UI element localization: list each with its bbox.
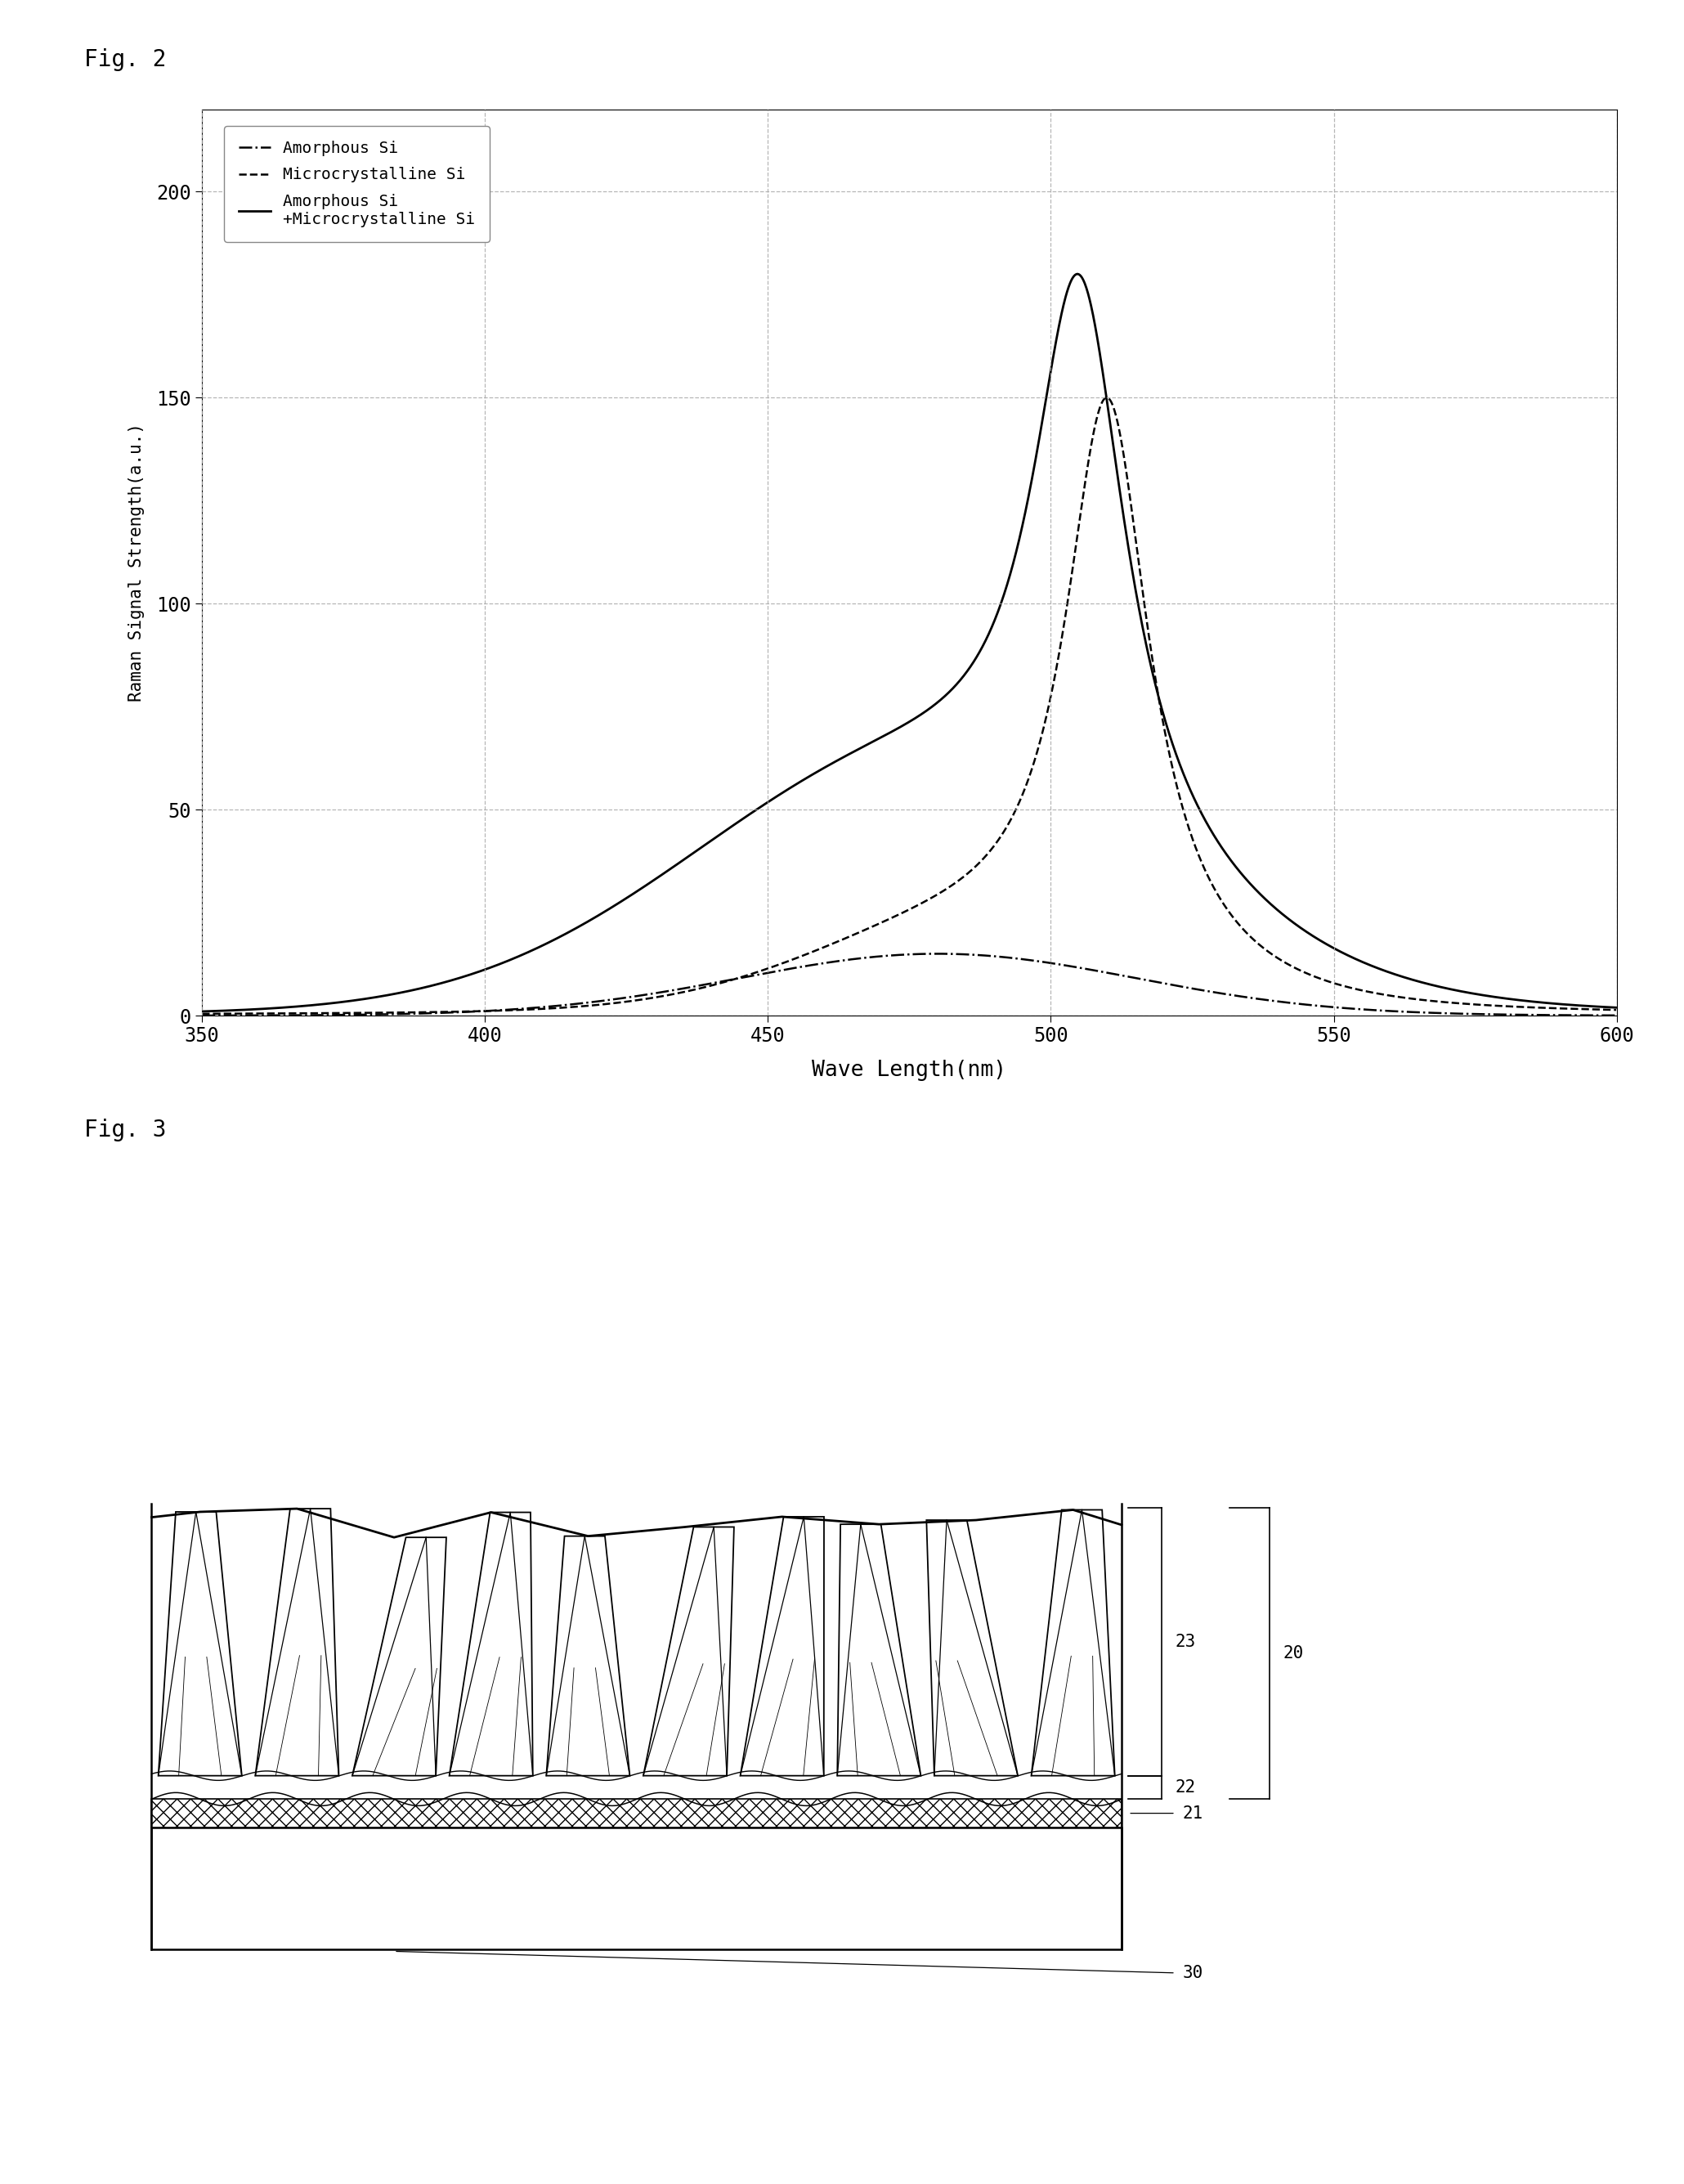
Text: 23: 23 [1175, 1634, 1196, 1651]
Y-axis label: Raman Signal Strength(a.u.): Raman Signal Strength(a.u.) [128, 424, 145, 701]
Bar [152, 1800, 1122, 1828]
Polygon shape [158, 1511, 242, 1776]
Text: 30: 30 [1182, 1966, 1202, 1981]
Polygon shape [546, 1535, 630, 1776]
Polygon shape [643, 1527, 734, 1776]
Text: 20: 20 [1283, 1645, 1303, 1662]
Text: 21: 21 [1182, 1806, 1202, 1821]
Text: Fig. 2: Fig. 2 [84, 48, 167, 70]
X-axis label: Wave Length(nm): Wave Length(nm) [812, 1059, 1007, 1081]
Polygon shape [837, 1524, 921, 1776]
Polygon shape [256, 1509, 338, 1776]
Legend: Amorphous Si, Microcrystalline Si, Amorphous Si
+Microcrystalline Si: Amorphous Si, Microcrystalline Si, Amorp… [224, 127, 490, 242]
Polygon shape [450, 1511, 532, 1776]
Bar [152, 1828, 1122, 1950]
Polygon shape [352, 1538, 446, 1776]
Text: Fig. 3: Fig. 3 [84, 1118, 167, 1140]
Text: 22: 22 [1175, 1780, 1196, 1795]
Polygon shape [741, 1516, 823, 1776]
Polygon shape [1031, 1509, 1115, 1776]
Polygon shape [926, 1520, 1017, 1776]
